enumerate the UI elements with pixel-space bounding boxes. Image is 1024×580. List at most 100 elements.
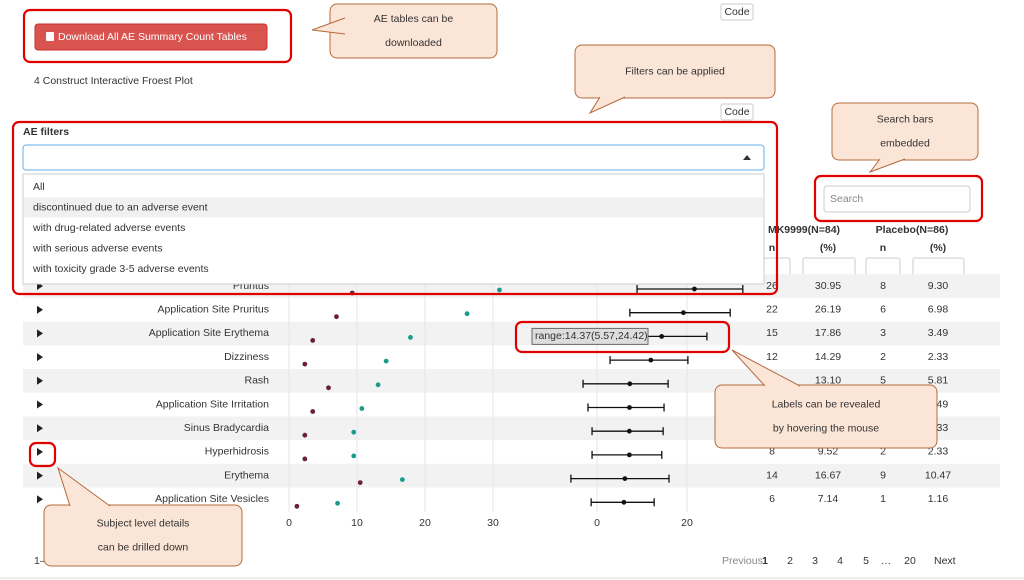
- callout-box: [43, 504, 243, 567]
- placebo-dot: [357, 480, 363, 485]
- page-next[interactable]: Next: [934, 555, 956, 567]
- table-info: 1–: [34, 555, 46, 567]
- treatment-dot: [497, 287, 502, 293]
- count-cell: 15: [766, 327, 778, 339]
- pct-cell: 26.19: [815, 303, 841, 315]
- ae-term: Application Site Vesicles: [155, 493, 269, 505]
- section-heading: 4 Construct Interactive Froest Plot: [34, 75, 193, 87]
- page-link[interactable]: 1: [762, 555, 768, 567]
- highlight-box: [22, 8, 293, 64]
- ae-term: Application Site Pruritus: [158, 303, 269, 315]
- highlight-box: [28, 441, 57, 468]
- filter-option[interactable]: All: [33, 181, 45, 193]
- risk-diff-point: [626, 428, 632, 434]
- placebo-dot: [310, 409, 316, 414]
- axis-tick-label: 0: [286, 517, 292, 529]
- pct-cell: 5.81: [928, 375, 949, 387]
- expand-toggle[interactable]: [37, 376, 43, 385]
- count-cell: 12: [766, 351, 778, 363]
- highlight-box: [514, 320, 731, 354]
- filter-option[interactable]: with drug-related adverse events: [32, 222, 185, 234]
- callout-pointer: [731, 349, 801, 387]
- risk-diff-point: [627, 405, 632, 410]
- callout-text: downloaded: [385, 37, 442, 49]
- count-cell: 8: [880, 280, 886, 292]
- count-cell: 2: [880, 351, 886, 363]
- expand-toggle[interactable]: [37, 305, 43, 314]
- pct-cell: 16.67: [815, 469, 841, 481]
- placebo-dot: [302, 361, 308, 367]
- callout-text: can be drilled down: [98, 541, 189, 553]
- page-link[interactable]: 5: [863, 555, 869, 567]
- callout-pointer: [311, 17, 346, 35]
- filter-option[interactable]: with serious adverse events: [32, 242, 163, 254]
- callout-box: [574, 44, 776, 99]
- expand-toggle[interactable]: [37, 471, 43, 480]
- pct-cell: 14.29: [815, 351, 841, 363]
- count-cell: 14: [766, 469, 778, 481]
- expand-toggle[interactable]: [37, 329, 43, 338]
- axis-tick-label: 30: [487, 517, 499, 529]
- callout-text: by hovering the mouse: [773, 422, 879, 434]
- risk-diff-point: [659, 334, 665, 339]
- ae-term: Application Site Erythema: [149, 327, 269, 339]
- treatment-dot: [375, 382, 381, 388]
- search-input[interactable]: [823, 185, 971, 213]
- expand-toggle[interactable]: [37, 400, 43, 409]
- page-link[interactable]: 2: [787, 555, 793, 567]
- hover-tooltip: [531, 327, 649, 345]
- filter-option[interactable]: with toxicity grade 3-5 adverse events: [32, 263, 209, 275]
- callout-box: [831, 102, 979, 161]
- ae-term: Dizziness: [224, 351, 269, 363]
- filter-option[interactable]: discontinued due to an adverse event: [33, 201, 208, 213]
- code-button[interactable]: [720, 3, 754, 21]
- treatment-dot: [383, 358, 389, 364]
- expand-toggle[interactable]: [37, 424, 43, 433]
- page-link[interactable]: 4: [837, 555, 843, 567]
- sub-header: n: [769, 242, 775, 254]
- risk-diff-point: [681, 310, 686, 316]
- pct-cell: 2.33: [928, 351, 949, 363]
- page-link[interactable]: …: [881, 555, 892, 567]
- row-stripe: [23, 321, 1000, 346]
- expand-toggle[interactable]: [37, 495, 43, 504]
- sub-header: (%): [820, 242, 836, 254]
- risk-diff-point: [626, 452, 632, 458]
- risk-diff-point: [648, 357, 654, 363]
- page-link[interactable]: 20: [904, 555, 916, 567]
- page-previous[interactable]: Previous: [722, 555, 763, 567]
- pct-cell: 13.10: [815, 375, 841, 387]
- placebo-dot: [302, 456, 308, 462]
- expand-toggle[interactable]: [37, 447, 43, 456]
- ae-term: Application Site Irritation: [156, 398, 269, 410]
- risk-diff-point: [692, 286, 697, 292]
- download-button[interactable]: [34, 23, 268, 51]
- count-cell: 1: [880, 493, 886, 505]
- filter-select[interactable]: [22, 144, 765, 171]
- pct-cell: 17.86: [815, 327, 841, 339]
- select-caret: [743, 155, 751, 160]
- code-button[interactable]: [720, 103, 754, 121]
- pct-cell: 7.14: [818, 493, 839, 505]
- pct-cell: 10.47: [925, 469, 951, 481]
- treatment-dot: [359, 406, 365, 411]
- count-cell: 6: [880, 303, 886, 315]
- sub-header: (%): [930, 242, 946, 254]
- hover-tooltip-label: range:14.37(5.57,24.42): [535, 330, 648, 342]
- placebo-dot: [310, 338, 316, 343]
- axis-tick-label: 0: [594, 517, 600, 529]
- callout-box: [714, 384, 938, 449]
- group-header: MK9999(N=84): [768, 224, 840, 236]
- callout-text: embedded: [880, 137, 930, 149]
- risk-diff-point: [627, 381, 633, 387]
- download-icon: [46, 32, 54, 41]
- code-button-label: Code: [724, 106, 749, 118]
- treatment-dot: [464, 311, 470, 317]
- pct-cell: 1.16: [928, 493, 949, 505]
- placebo-dot: [294, 503, 300, 509]
- placebo-dot: [302, 432, 308, 438]
- filter-dropdown: [22, 173, 765, 285]
- page-link[interactable]: 3: [812, 555, 818, 567]
- expand-toggle[interactable]: [37, 353, 43, 362]
